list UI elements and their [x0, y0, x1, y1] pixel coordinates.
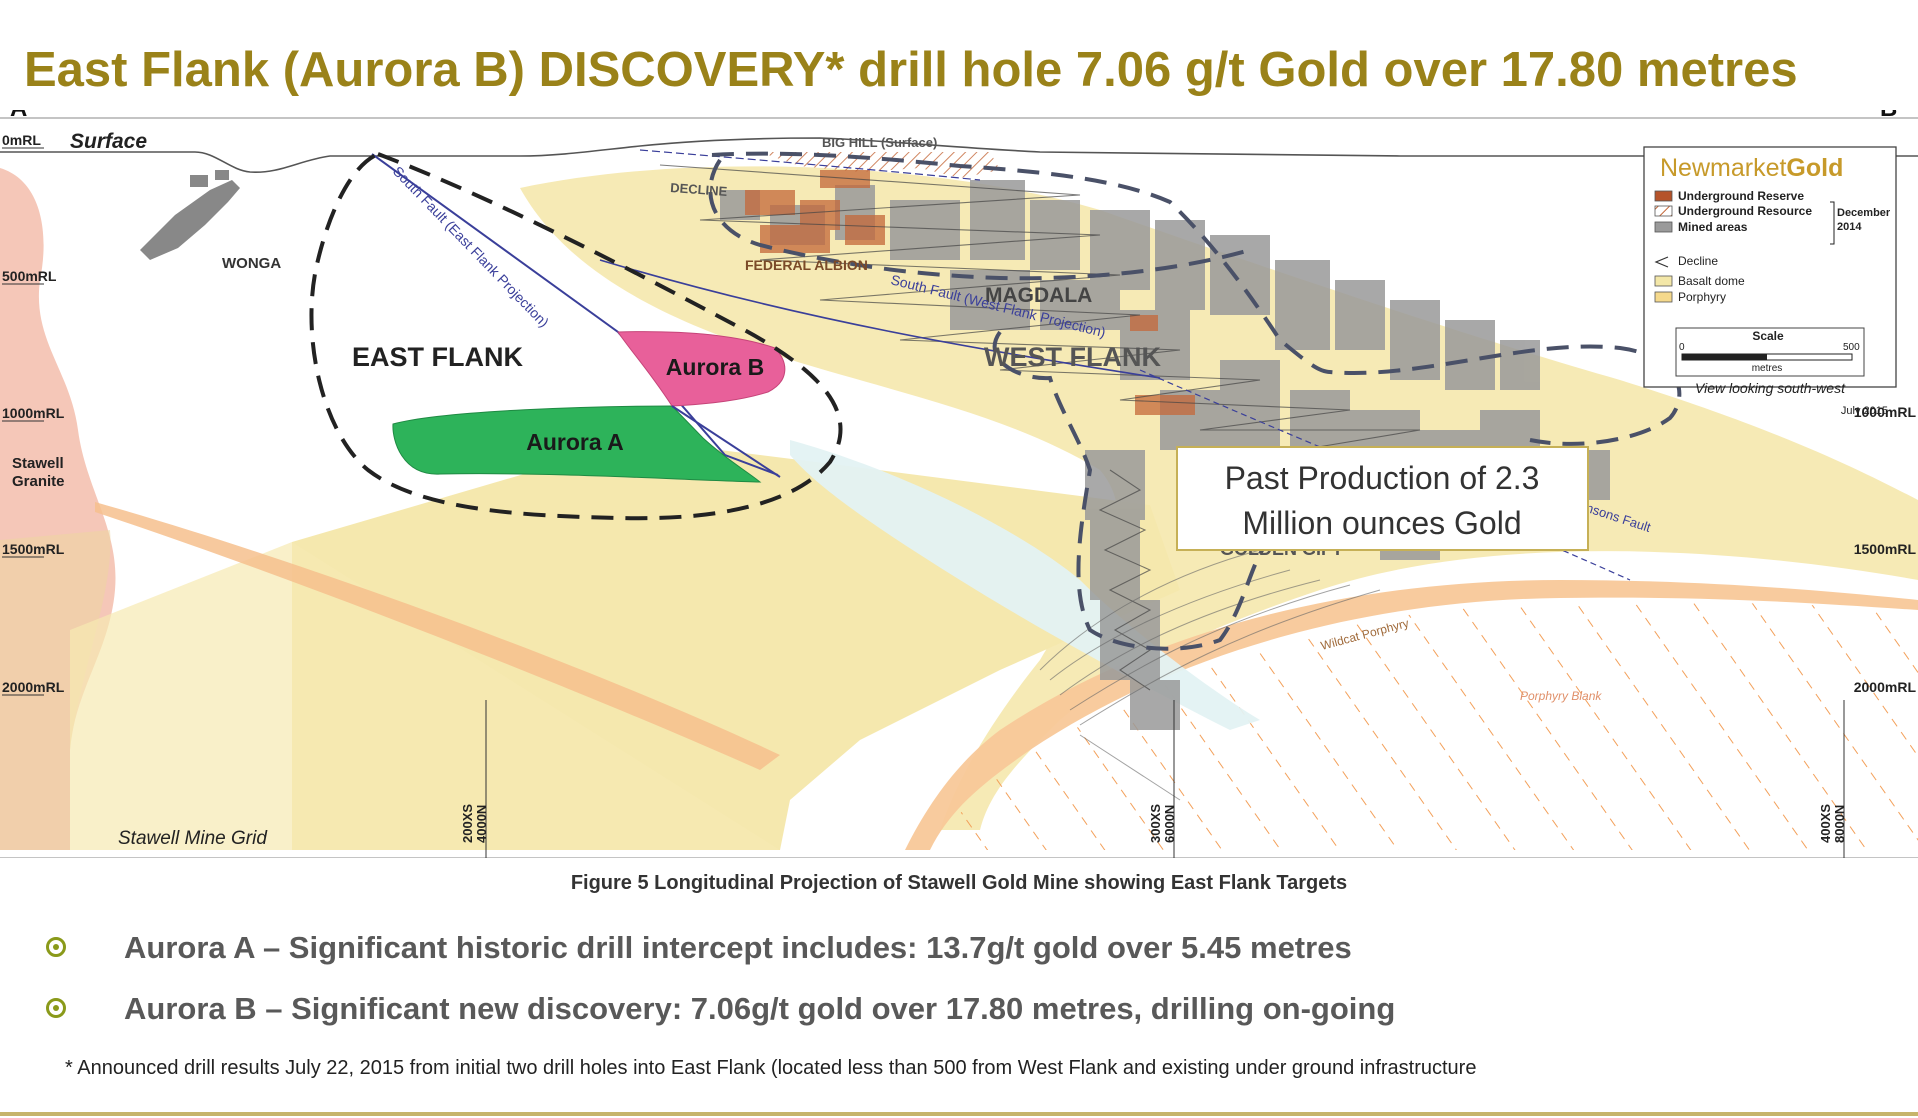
aurora-a-zone[interactable] [392, 405, 762, 483]
west-flank-outline-lower [992, 330, 1462, 651]
section-tick-label: 300XS6000N [1148, 804, 1177, 843]
legend-item-label: Basalt dome [1678, 274, 1745, 288]
production-callout-box [1176, 446, 1589, 551]
surface-line [0, 137, 1918, 173]
east-flank-outline [309, 151, 843, 521]
west-flank-label: WEST FLANK [984, 342, 1161, 372]
bullet-text: Aurora A – Significant historic drill in… [124, 930, 1352, 965]
section-label-start: A [10, 110, 27, 122]
legend-item-label: Decline [1678, 254, 1718, 268]
figure-caption: Figure 5 Longitudinal Projection of Staw… [570, 872, 1348, 894]
legend-scale-min: 0 [1679, 342, 1685, 353]
legend-view-label: View looking south-west [1695, 380, 1846, 396]
granite-lower-shade [0, 530, 111, 850]
legend-swatch [1654, 275, 1673, 287]
legend-scale-box [1675, 327, 1865, 377]
federal-albion-reserve [745, 170, 1195, 415]
big-hill-label: BIG HILL (Surface) [822, 135, 937, 150]
wonga-label: WONGA [222, 255, 281, 272]
section-tick-label: 400XS8000N [1818, 804, 1847, 843]
rl-label-right: 1500mRL [1854, 541, 1917, 557]
legend-scale-unit: metres [1752, 363, 1783, 374]
legend-issue-date: July 2015 [1841, 405, 1888, 417]
section-tick-label: 200XS4000N [460, 804, 489, 843]
legend-item-label: Underground Reserve [1678, 189, 1804, 203]
porphyry-east-band [95, 502, 780, 770]
rl-label-left: 1000mRL [2, 405, 65, 421]
rl-label-left: 2000mRL [2, 679, 65, 695]
legend-date: December 2014 [1837, 207, 1891, 233]
west-flank-outline-magdala [708, 158, 1251, 281]
bullet-text: Aurora B – Significant new discovery: 7.… [124, 991, 1396, 1026]
footnote: * Announced drill results July 22, 2015 … [65, 1057, 1477, 1079]
bullet-icon [46, 997, 66, 1018]
longitudinal-section-diagram: A B Surface Stawell Mine Grid 0mRL 500mRL… [0, 110, 1918, 858]
section-label-end: B [1880, 110, 1897, 122]
legend-scale-title: Scale [1752, 329, 1784, 343]
grid-label: Stawell Mine Grid [118, 828, 268, 849]
legend-item-label: Underground Resource [1678, 204, 1812, 218]
bullet-aurora-b: Aurora B – Significant new discovery: 7.… [46, 991, 1395, 1027]
legend-swatch [1654, 205, 1673, 217]
legend-swatch [1654, 291, 1673, 303]
decline-zigzag-golden-gift [1098, 469, 1152, 691]
east-flank-label: EAST FLANK [352, 342, 523, 372]
bullet-icon [46, 936, 66, 957]
rl-label-right: 1000mRL [1854, 404, 1917, 420]
porphyry-blank-label: Porphyry Blank [1520, 689, 1602, 703]
legend-swatch [1654, 190, 1673, 202]
porphyry-east-lower [70, 542, 780, 850]
production-callout: Past Production of 2.3 Million ounces Gol… [1225, 460, 1540, 541]
aurora-a-east-edge [671, 405, 781, 478]
legend-date-bracket [1830, 201, 1835, 245]
rl-labels-left: 0mRL 500mRL 1000mRL 1500mRL 2000mRL [2, 132, 65, 696]
stawell-granite-label: Stawell Granite [12, 455, 65, 490]
wonga-workings [140, 170, 240, 260]
big-hill-resource [760, 152, 1000, 178]
rl-label-right: 2000mRL [1854, 679, 1917, 695]
federal-albion-label: FEDERAL ALBION [745, 257, 868, 273]
magdala-label: MAGDALA [985, 284, 1092, 307]
aurora-b-label: Aurora B [666, 354, 764, 380]
slide-title: East Flank (Aurora B) DISCOVERY* drill h… [24, 43, 1798, 97]
rl-label-left: 500mRL [2, 268, 57, 284]
rl-label-left: 0mRL [2, 132, 41, 148]
legend-scale-max: 500 [1843, 342, 1860, 353]
decline-zigzag-magdala [659, 164, 1481, 456]
legend-box [1643, 146, 1897, 388]
bullet-aurora-a: Aurora A – Significant historic drill in… [46, 930, 1352, 966]
aurora-a-label: Aurora A [526, 429, 624, 455]
legend-item-label: Mined areas [1678, 220, 1748, 234]
south-fault-west-line [599, 259, 1161, 379]
aurora-b-zone[interactable] [617, 331, 786, 407]
bottom-rule [0, 1112, 1918, 1116]
legend-brand: NewmarketGold [1660, 154, 1843, 182]
rl-labels-right: 1000mRL 1500mRL 2000mRL [1854, 404, 1917, 695]
west-flank-outline-upper [711, 151, 1682, 446]
rl-label-left: 1500mRL [2, 541, 65, 557]
legend-scale-bar-fill [1682, 354, 1767, 360]
legend-decline-icon [1654, 256, 1669, 268]
legend-swatch [1654, 221, 1673, 233]
porphyry-blank-hatch [930, 601, 1918, 850]
decline-line [639, 149, 981, 181]
surface-label: Surface [70, 130, 147, 153]
decline-label: DECLINE [670, 180, 728, 199]
legend-item-label: Porphyry [1678, 290, 1726, 304]
section-ticks: 200XS4000N 300XS6000N 400XS8000N [460, 700, 1847, 858]
legend: NewmarketGold Underground ReserveUndergr… [1643, 146, 1897, 417]
